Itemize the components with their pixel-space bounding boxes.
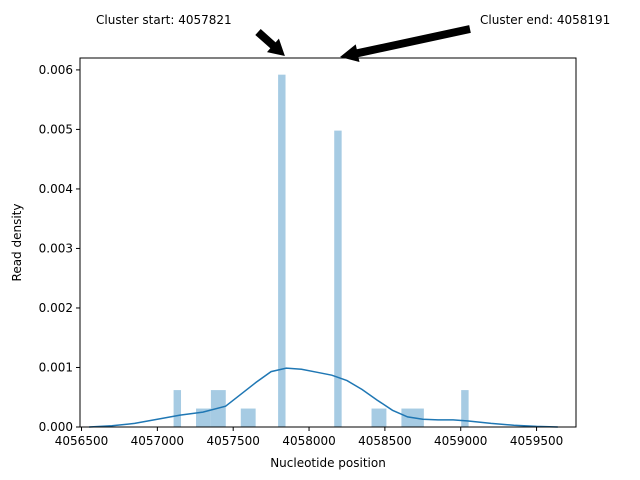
x-tick-label-5: 4059000 bbox=[434, 434, 487, 448]
x-tick-label-1: 4057000 bbox=[131, 434, 184, 448]
y-axis-ticks: 0.000 0.001 0.002 0.003 0.004 0.005 0.006 bbox=[39, 63, 80, 434]
plot-frame bbox=[79, 57, 577, 428]
histogram-bar-8 bbox=[461, 390, 469, 427]
y-axis-title: Read density bbox=[10, 204, 24, 282]
y-tick-label-2: 0.002 bbox=[39, 301, 73, 315]
histogram-bar-4 bbox=[278, 74, 286, 427]
histogram-bar-3 bbox=[240, 408, 256, 427]
annotation-cluster-start: Cluster start: 4057821 bbox=[96, 13, 232, 27]
kde-curve bbox=[89, 367, 558, 428]
histogram-bars bbox=[173, 74, 469, 427]
x-tick-label-3: 4058000 bbox=[282, 434, 335, 448]
y-tick-label-3: 0.003 bbox=[39, 241, 73, 255]
x-axis-title: Nucleotide position bbox=[270, 456, 386, 470]
annotation-cluster-end: Cluster end: 4058191 bbox=[480, 13, 610, 27]
x-axis-ticks: 4056500 4057000 4057500 4058000 4058500 40590… bbox=[55, 427, 563, 448]
x-tick-label-2: 4057500 bbox=[206, 434, 259, 448]
y-tick-label-4: 0.004 bbox=[39, 182, 73, 196]
x-tick-label-0: 4056500 bbox=[55, 434, 108, 448]
x-tick-label-6: 4059500 bbox=[510, 434, 563, 448]
arrow-cluster-start-icon bbox=[255, 29, 285, 56]
y-tick-label-5: 0.005 bbox=[39, 122, 73, 136]
y-tick-label-6: 0.006 bbox=[39, 63, 73, 77]
histogram-bar-0 bbox=[173, 390, 182, 427]
y-tick-label-0: 0.000 bbox=[39, 420, 73, 434]
y-tick-label-1: 0.001 bbox=[39, 360, 73, 374]
arrow-cluster-end-icon bbox=[340, 25, 471, 63]
x-tick-label-4: 4058500 bbox=[358, 434, 411, 448]
histogram-bar-6 bbox=[371, 408, 387, 427]
histogram-bar-5 bbox=[334, 130, 342, 427]
